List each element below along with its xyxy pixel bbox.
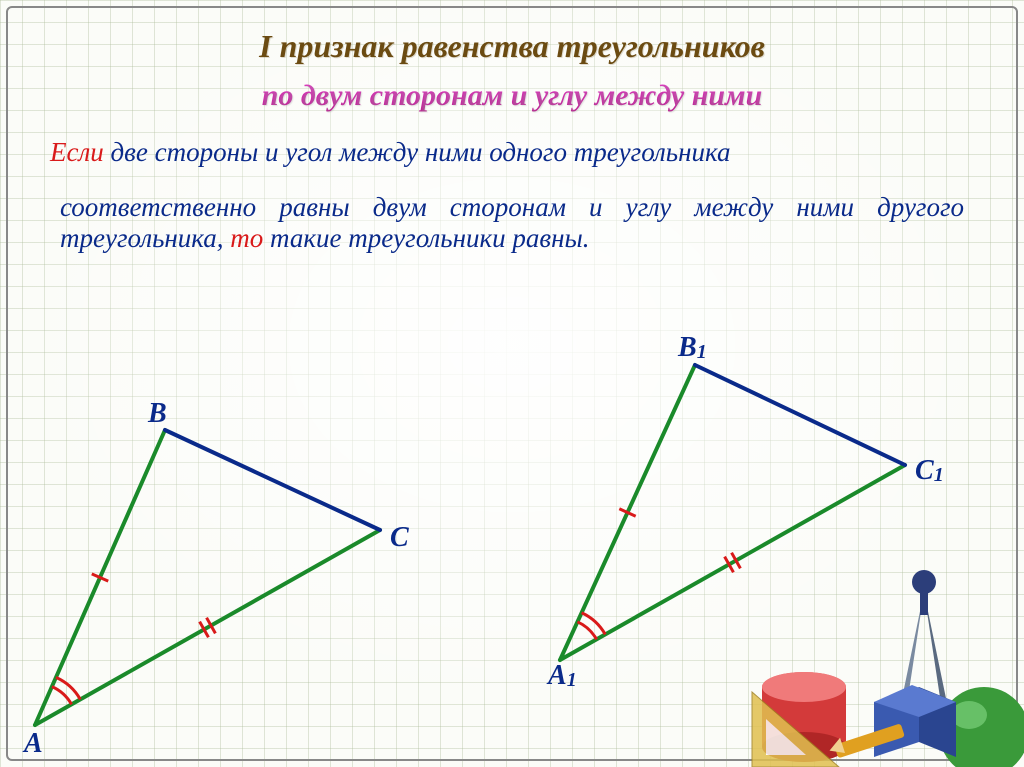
vertex-label-A1: A1 [548,660,577,692]
triangles-svg [0,0,1024,767]
vertex-label-B: B [148,398,167,430]
vertex-label-B1: B1 [678,332,707,364]
vertex-label-A: A [24,728,43,760]
vertex-label-C: C [390,522,409,554]
slide: I признак равенства треугольников по дву… [0,0,1024,767]
triangle-1 [35,430,380,725]
triangle-2 [560,365,905,660]
vertex-label-C1: C1 [915,455,944,487]
